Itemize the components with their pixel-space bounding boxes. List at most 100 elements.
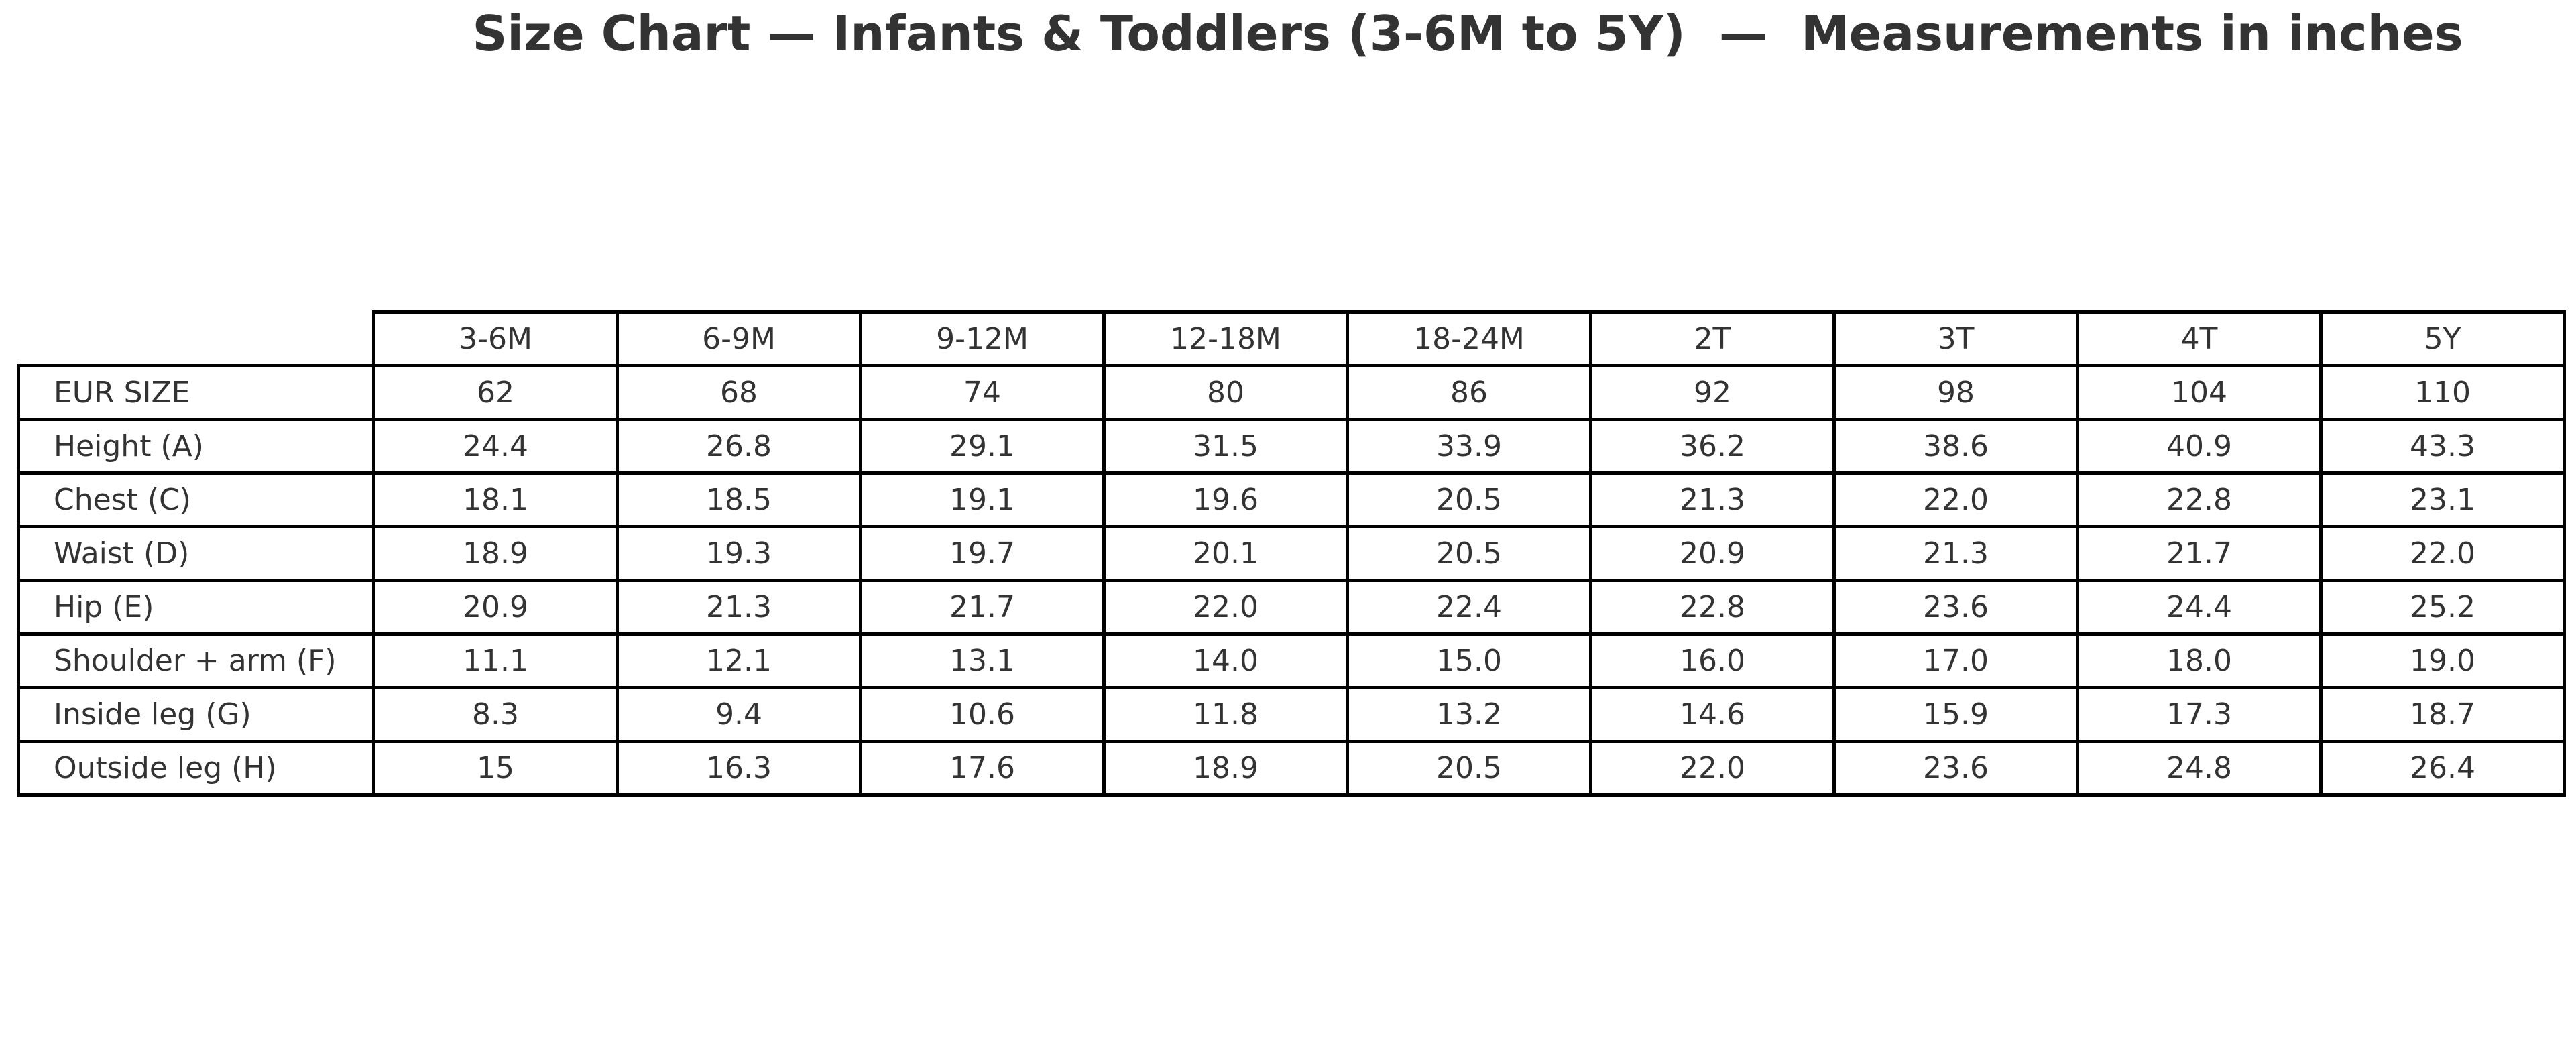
cell: 62	[372, 364, 619, 421]
column-header-4t: 4T	[2076, 310, 2323, 367]
cell: 80	[1102, 364, 1349, 421]
table-row: Outside leg (H) 15 16.3 17.6 18.9 20.5 22.0 23.…	[17, 740, 2566, 797]
cell: 23.6	[1832, 740, 2079, 797]
cell: 18.9	[372, 525, 619, 582]
column-header-9-12m: 9-12M	[859, 310, 1106, 367]
table-row: EUR SIZE 62 68 74 80 86 92 98 104 110	[17, 364, 2566, 421]
cell: 15	[372, 740, 619, 797]
cell: 17.6	[859, 740, 1106, 797]
cell: 33.9	[1346, 418, 1592, 475]
cell: 22.4	[1346, 579, 1592, 636]
cell: 36.2	[1589, 418, 1836, 475]
column-header-5y: 5Y	[2319, 310, 2566, 367]
cell: 22.8	[2076, 471, 2323, 528]
cell: 13.1	[859, 632, 1106, 689]
column-header-3t: 3T	[1832, 310, 2079, 367]
cell: 22.0	[1832, 471, 2079, 528]
cell: 24.4	[372, 418, 619, 475]
cell: 14.0	[1102, 632, 1349, 689]
cell: 40.9	[2076, 418, 2323, 475]
column-header-3-6m: 3-6M	[372, 310, 619, 367]
header-row: 3-6M 6-9M 9-12M 12-18M 18-24M 2T 3T 4T 5Y	[19, 310, 2566, 367]
cell: 104	[2076, 364, 2323, 421]
cell: 29.1	[859, 418, 1106, 475]
cell: 19.3	[616, 525, 862, 582]
row-label: Chest (C)	[17, 471, 375, 528]
cell: 18.0	[2076, 632, 2323, 689]
cell: 26.8	[616, 418, 862, 475]
cell: 20.1	[1102, 525, 1349, 582]
table-body: EUR SIZE 62 68 74 80 86 92 98 104 110 Height (A) 24…	[17, 364, 2566, 797]
cell: 74	[859, 364, 1106, 421]
table-row: Waist (D) 18.9 19.3 19.7 20.1 20.5 20.9 21.3 21.…	[17, 525, 2566, 582]
cell: 24.8	[2076, 740, 2323, 797]
cell: 24.4	[2076, 579, 2323, 636]
chart-title: Size Chart — Infants & Toddlers (3-6M to…	[472, 5, 2463, 62]
size-table: 3-6M 6-9M 9-12M 12-18M 18-24M 2T 3T 4T 5Y EUR SI…	[17, 310, 2566, 797]
cell: 19.1	[859, 471, 1106, 528]
cell: 17.3	[2076, 686, 2323, 743]
row-label: Inside leg (G)	[17, 686, 375, 743]
cell: 13.2	[1346, 686, 1592, 743]
table-row: Height (A) 24.4 26.8 29.1 31.5 33.9 36.2 38.6 40…	[17, 418, 2566, 475]
cell: 26.4	[2319, 740, 2566, 797]
cell: 20.5	[1346, 740, 1592, 797]
table-row: Inside leg (G) 8.3 9.4 10.6 11.8 13.2 14.6 15.9…	[17, 686, 2566, 743]
cell: 16.0	[1589, 632, 1836, 689]
cell: 16.3	[616, 740, 862, 797]
cell: 15.9	[1832, 686, 2079, 743]
cell: 22.8	[1589, 579, 1836, 636]
cell: 12.1	[616, 632, 862, 689]
table-row: Shoulder + arm (F) 11.1 12.1 13.1 14.0 15.0 16…	[17, 632, 2566, 689]
row-label: Waist (D)	[17, 525, 375, 582]
cell: 21.7	[2076, 525, 2323, 582]
cell: 10.6	[859, 686, 1106, 743]
cell: 20.9	[372, 579, 619, 636]
cell: 18.7	[2319, 686, 2566, 743]
column-header-12-18m: 12-18M	[1102, 310, 1349, 367]
cell: 18.9	[1102, 740, 1349, 797]
table-row: Hip (E) 20.9 21.3 21.7 22.0 22.4 22.8 23.6 24.4 2…	[17, 579, 2566, 636]
cell: 8.3	[372, 686, 619, 743]
column-header-2t: 2T	[1589, 310, 1836, 367]
table-row: Chest (C) 18.1 18.5 19.1 19.6 20.5 21.3 22.0 22.…	[17, 471, 2566, 528]
row-label: Shoulder + arm (F)	[17, 632, 375, 689]
cell: 20.9	[1589, 525, 1836, 582]
cell: 19.0	[2319, 632, 2566, 689]
cell: 22.0	[1102, 579, 1349, 636]
cell: 15.0	[1346, 632, 1592, 689]
cell: 22.0	[1589, 740, 1836, 797]
cell: 23.6	[1832, 579, 2079, 636]
cell: 21.3	[616, 579, 862, 636]
cell: 38.6	[1832, 418, 2079, 475]
cell: 68	[616, 364, 862, 421]
cell: 86	[1346, 364, 1592, 421]
cell: 21.3	[1832, 525, 2079, 582]
cell: 21.7	[859, 579, 1106, 636]
cell: 98	[1832, 364, 2079, 421]
cell: 92	[1589, 364, 1836, 421]
cell: 9.4	[616, 686, 862, 743]
cell: 22.0	[2319, 525, 2566, 582]
column-header-6-9m: 6-9M	[616, 310, 862, 367]
cell: 11.1	[372, 632, 619, 689]
cell: 25.2	[2319, 579, 2566, 636]
corner-cell	[19, 312, 374, 366]
cell: 20.5	[1346, 525, 1592, 582]
cell: 19.6	[1102, 471, 1349, 528]
table-header: 3-6M 6-9M 9-12M 12-18M 18-24M 2T 3T 4T 5Y	[19, 310, 2566, 367]
cell: 23.1	[2319, 471, 2566, 528]
row-label: Height (A)	[17, 418, 375, 475]
cell: 17.0	[1832, 632, 2079, 689]
row-label: EUR SIZE	[17, 364, 375, 421]
cell: 21.3	[1589, 471, 1836, 528]
cell: 18.5	[616, 471, 862, 528]
row-label: Hip (E)	[17, 579, 375, 636]
row-label: Outside leg (H)	[17, 740, 375, 797]
cell: 18.1	[372, 471, 619, 528]
column-header-18-24m: 18-24M	[1346, 310, 1592, 367]
cell: 20.5	[1346, 471, 1592, 528]
cell: 43.3	[2319, 418, 2566, 475]
cell: 19.7	[859, 525, 1106, 582]
